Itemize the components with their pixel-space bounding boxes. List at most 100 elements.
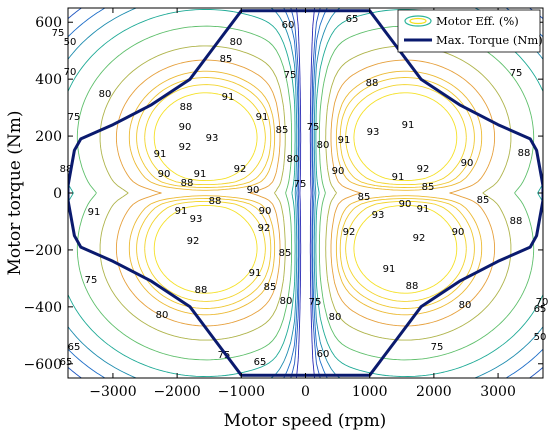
contour-label: 91 (256, 112, 269, 123)
max-torque-envelope (68, 9, 543, 377)
contour-label: 80 (317, 140, 330, 151)
y-tick-label: −200 (24, 243, 62, 259)
x-tick-label: 0 (301, 384, 310, 400)
contour-line-93 (153, 92, 458, 294)
contour-label: 80 (459, 300, 472, 311)
x-axis-ticks: −3000 −2000 −1000 0 1000 2000 3000 (89, 8, 516, 400)
x-tick-label: −3000 (89, 384, 136, 400)
legend-box (397, 9, 541, 53)
contour-label: 75 (284, 70, 297, 81)
y-tick-label: 600 (35, 15, 62, 31)
legend-eff-swatch-inner (409, 17, 427, 25)
contour-label: 88 (180, 102, 193, 113)
contour-label: 91 (417, 204, 430, 215)
contour-label: 93 (206, 133, 219, 144)
contour-line-85 (99, 45, 512, 341)
contour-line-80 (76, 25, 535, 361)
y-axis-label: Motor torque (Nm) (5, 111, 25, 276)
contour-label: 92 (343, 227, 356, 238)
contour-label: 75 (218, 350, 231, 361)
contour-label: 92 (417, 164, 430, 175)
max-torque-curve-negative-speed (68, 9, 306, 377)
contour-label: 75 (309, 297, 322, 308)
contour-label: 90 (247, 185, 260, 196)
contour-label: 65 (60, 357, 73, 368)
contour-label: 85 (358, 192, 371, 203)
contour-label: 50 (64, 37, 77, 48)
contour-label: 92 (258, 223, 271, 234)
contour-label: 60 (317, 349, 330, 360)
contour-label: 90 (158, 169, 171, 180)
contour-label: 93 (367, 127, 380, 138)
contour-line-91 (136, 77, 475, 309)
contour-label: 91 (154, 149, 167, 160)
contour-label: 85 (220, 54, 233, 65)
contour-label: 92 (413, 233, 426, 244)
contour-label: 75 (68, 112, 81, 123)
x-tick-label: 2000 (416, 384, 452, 400)
contour-label: 85 (264, 282, 277, 293)
contour-label: 50 (534, 332, 547, 343)
contour-label: 90 (179, 122, 192, 133)
y-tick-label: 400 (35, 72, 62, 88)
contour-label: 80 (230, 37, 243, 48)
contour-line-90 (128, 70, 483, 316)
contour-label: 85 (279, 248, 292, 259)
x-tick-label: 1000 (352, 384, 388, 400)
contour-label: 91 (88, 207, 101, 218)
x-tick-label: −1000 (218, 384, 265, 400)
contour-label: 91 (222, 92, 235, 103)
contour-label: 80 (156, 310, 169, 321)
legend-entry-max-torque: Max. Torque (Nm) (436, 33, 543, 47)
contour-label: 65 (254, 357, 267, 368)
contour-label: 91 (175, 206, 188, 217)
contour-label: 88 (406, 281, 419, 292)
contour-label: 91 (338, 135, 351, 146)
contour-label: 70 (536, 297, 549, 308)
contour-line-60 (68, 8, 543, 378)
contour-line-92 (144, 84, 467, 302)
x-axis-label: Motor speed (rpm) (224, 411, 387, 431)
contour-label: 80 (280, 296, 293, 307)
legend: Motor Eff. (%) Max. Torque (Nm) (397, 9, 543, 53)
contour-label: 75 (431, 342, 444, 353)
contour-label: 75 (52, 28, 65, 39)
contour-label: 93 (190, 214, 203, 225)
contour-label: 88 (181, 178, 194, 189)
contour-label: 65 (346, 14, 359, 25)
y-axis-ticks: −600 −400 −200 0 200 400 600 (24, 15, 543, 373)
contour-label: 91 (249, 268, 262, 279)
contour-label: 90 (399, 199, 412, 210)
contour-line-88 (115, 59, 496, 327)
contour-label: 90 (452, 227, 465, 238)
contour-label: 75 (85, 275, 98, 286)
contour-label: 75 (307, 122, 320, 133)
contour-label: 92 (234, 164, 247, 175)
contour-label: 70 (64, 67, 77, 78)
contour-label: 91 (194, 169, 207, 180)
contour-label: 88 (60, 164, 73, 175)
plot-area (68, 8, 543, 378)
contour-label: 91 (392, 172, 405, 183)
contour-label: 65 (68, 342, 81, 353)
contour-label: 75 (510, 68, 523, 79)
contour-label: 88 (518, 148, 531, 159)
legend-entry-motor-eff: Motor Eff. (%) (436, 14, 519, 28)
contour-label: 80 (329, 312, 342, 323)
contour-label: 92 (187, 236, 200, 247)
y-tick-label: −600 (24, 357, 62, 373)
contour-label: 60 (282, 20, 295, 31)
contour-label: 88 (510, 216, 523, 227)
contour-label: 85 (422, 182, 435, 193)
contour-label: 91 (383, 264, 396, 275)
x-tick-label: 3000 (480, 384, 516, 400)
y-tick-label: 200 (35, 129, 62, 145)
contour-label: 88 (195, 285, 208, 296)
max-torque-curve-positive-speed (305, 9, 543, 377)
contour-label: 90 (332, 166, 345, 177)
contour-label: 80 (287, 154, 300, 165)
y-tick-label: −400 (24, 300, 62, 316)
contour-label: 88 (366, 78, 379, 89)
contour-label: 91 (402, 120, 415, 131)
